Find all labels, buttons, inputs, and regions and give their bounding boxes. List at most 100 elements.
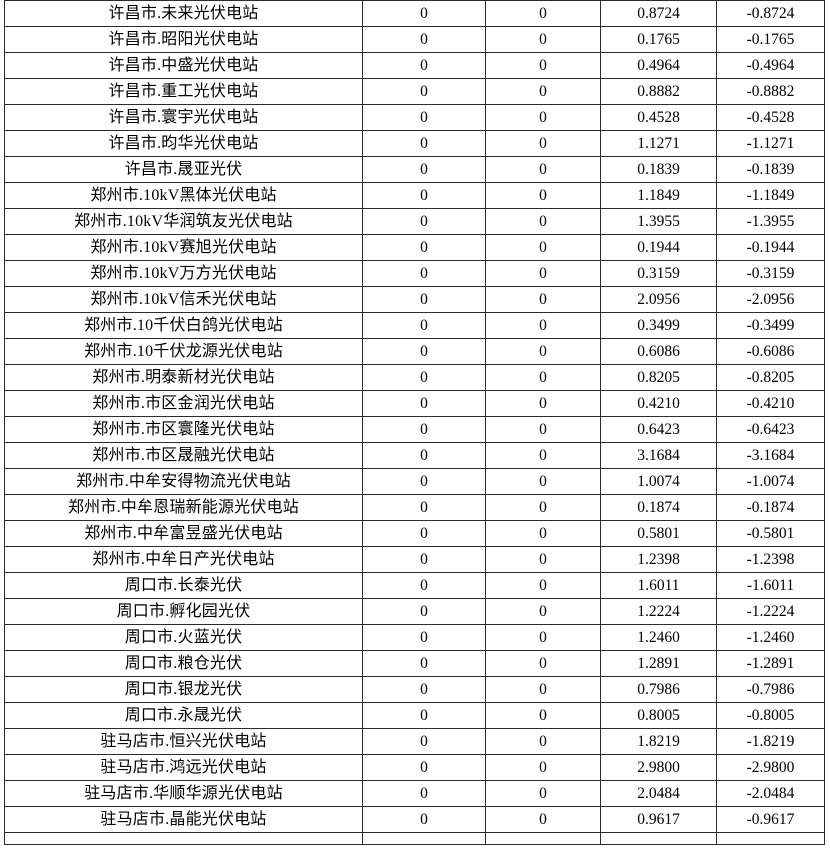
value2-cell[interactable]: 0 [485, 650, 601, 677]
value1-cell[interactable]: 0 [362, 312, 486, 339]
table-row[interactable]: 许昌市.重工光伏电站 0 0 0.8882 -0.8882 [4, 78, 825, 105]
station-name-cell[interactable]: 郑州市.10kV赛旭光伏电站 [4, 234, 363, 261]
value2-cell[interactable]: 0 [485, 286, 601, 313]
value1-cell[interactable]: 0 [362, 728, 486, 755]
value4-cell[interactable]: -0.1874 [716, 494, 825, 521]
value4-cell[interactable]: -1.3955 [716, 208, 825, 235]
value3-cell[interactable]: 2.9800 [600, 754, 717, 781]
value2-cell[interactable]: 0 [485, 494, 601, 521]
value3-cell[interactable]: 1.1849 [600, 182, 717, 209]
value4-cell[interactable]: -0.1839 [716, 156, 825, 183]
station-name-cell[interactable]: 郑州市.10千伏白鸽光伏电站 [4, 312, 363, 339]
value1-cell[interactable]: 0 [362, 286, 486, 313]
value4-cell[interactable]: -3.1684 [716, 442, 825, 469]
station-name-cell[interactable]: 周口市.粮仓光伏 [4, 650, 363, 677]
table-row[interactable]: 郑州市.10千伏龙源光伏电站 0 0 0.6086 -0.6086 [4, 338, 825, 365]
value3-cell[interactable]: 0.3159 [600, 260, 717, 287]
value1-cell[interactable]: 0 [362, 260, 486, 287]
table-row[interactable]: 驻马店市.华顺华源光伏电站 0 0 2.0484 -2.0484 [4, 780, 825, 807]
value1-cell[interactable]: 0 [362, 182, 486, 209]
station-name-cell[interactable]: 周口市.孵化园光伏 [4, 598, 363, 625]
value3-cell[interactable]: 0.3499 [600, 312, 717, 339]
value4-cell[interactable]: -0.6086 [716, 338, 825, 365]
value2-cell[interactable]: 0 [485, 624, 601, 651]
value3-cell[interactable]: 0.7986 [600, 676, 717, 703]
value1-cell[interactable] [362, 832, 486, 845]
station-name-cell[interactable]: 许昌市.昭阳光伏电站 [4, 26, 363, 53]
value4-cell[interactable]: -0.8005 [716, 702, 825, 729]
value3-cell[interactable]: 0.4964 [600, 52, 717, 79]
value4-cell[interactable]: -2.0956 [716, 286, 825, 313]
value1-cell[interactable]: 0 [362, 806, 486, 833]
value1-cell[interactable]: 0 [362, 494, 486, 521]
table-row[interactable]: 驻马店市.鸿远光伏电站 0 0 2.9800 -2.9800 [4, 754, 825, 781]
value3-cell[interactable]: 1.2891 [600, 650, 717, 677]
value4-cell[interactable]: -0.9617 [716, 806, 825, 833]
table-row[interactable]: 郑州市.10kV万方光伏电站 0 0 0.3159 -0.3159 [4, 260, 825, 287]
table-row[interactable]: 周口市.粮仓光伏 0 0 1.2891 -1.2891 [4, 650, 825, 677]
value1-cell[interactable]: 0 [362, 364, 486, 391]
value2-cell[interactable]: 0 [485, 156, 601, 183]
value4-cell[interactable]: -0.3499 [716, 312, 825, 339]
value1-cell[interactable]: 0 [362, 208, 486, 235]
value4-cell[interactable]: -1.8219 [716, 728, 825, 755]
value3-cell[interactable]: 0.8724 [600, 0, 717, 27]
table-row[interactable]: 许昌市.未来光伏电站 0 0 0.8724 -0.8724 [4, 0, 825, 27]
value1-cell[interactable]: 0 [362, 780, 486, 807]
station-name-cell[interactable]: 郑州市.市区寰隆光伏电站 [4, 416, 363, 443]
value3-cell[interactable]: 0.6086 [600, 338, 717, 365]
value2-cell[interactable]: 0 [485, 130, 601, 157]
value4-cell[interactable]: -1.2460 [716, 624, 825, 651]
value3-cell[interactable]: 1.2398 [600, 546, 717, 573]
value1-cell[interactable]: 0 [362, 78, 486, 105]
table-row[interactable]: 郑州市.中牟恩瑞新能源光伏电站 0 0 0.1874 -0.1874 [4, 494, 825, 521]
table-row[interactable]: 郑州市.10千伏白鸽光伏电站 0 0 0.3499 -0.3499 [4, 312, 825, 339]
value4-cell[interactable] [716, 832, 825, 845]
station-name-cell[interactable]: 驻马店市.恒兴光伏电站 [4, 728, 363, 755]
value4-cell[interactable]: -0.6423 [716, 416, 825, 443]
value1-cell[interactable]: 0 [362, 650, 486, 677]
station-name-cell[interactable]: 郑州市.中牟富昱盛光伏电站 [4, 520, 363, 547]
value1-cell[interactable]: 0 [362, 234, 486, 261]
table-row-partial[interactable] [4, 832, 825, 845]
station-name-cell[interactable]: 郑州市.中牟恩瑞新能源光伏电站 [4, 494, 363, 521]
station-name-cell[interactable]: 周口市.永晟光伏 [4, 702, 363, 729]
station-name-cell[interactable]: 郑州市.10kV信禾光伏电站 [4, 286, 363, 313]
value1-cell[interactable]: 0 [362, 416, 486, 443]
value1-cell[interactable]: 0 [362, 546, 486, 573]
value4-cell[interactable]: -2.9800 [716, 754, 825, 781]
value4-cell[interactable]: -0.1765 [716, 26, 825, 53]
value2-cell[interactable]: 0 [485, 312, 601, 339]
table-row[interactable]: 郑州市.市区晟融光伏电站 0 0 3.1684 -3.1684 [4, 442, 825, 469]
station-name-cell[interactable]: 郑州市.明泰新材光伏电站 [4, 364, 363, 391]
station-name-cell[interactable]: 周口市.银龙光伏 [4, 676, 363, 703]
value1-cell[interactable]: 0 [362, 26, 486, 53]
table-row[interactable]: 郑州市.市区金润光伏电站 0 0 0.4210 -0.4210 [4, 390, 825, 417]
value2-cell[interactable]: 0 [485, 702, 601, 729]
station-name-cell[interactable]: 驻马店市.晶能光伏电站 [4, 806, 363, 833]
station-name-cell[interactable]: 郑州市.市区晟融光伏电站 [4, 442, 363, 469]
value4-cell[interactable]: -0.7986 [716, 676, 825, 703]
table-row[interactable]: 周口市.永晟光伏 0 0 0.8005 -0.8005 [4, 702, 825, 729]
value4-cell[interactable]: -0.4964 [716, 52, 825, 79]
table-row[interactable]: 许昌市.晟亚光伏 0 0 0.1839 -0.1839 [4, 156, 825, 183]
station-name-cell[interactable]: 驻马店市.华顺华源光伏电站 [4, 780, 363, 807]
value3-cell[interactable]: 0.9617 [600, 806, 717, 833]
value3-cell[interactable]: 0.4210 [600, 390, 717, 417]
station-name-cell[interactable] [4, 832, 363, 845]
value4-cell[interactable]: -0.8205 [716, 364, 825, 391]
value4-cell[interactable]: -1.2891 [716, 650, 825, 677]
table-row[interactable]: 周口市.火蓝光伏 0 0 1.2460 -1.2460 [4, 624, 825, 651]
table-row[interactable]: 郑州市.中牟富昱盛光伏电站 0 0 0.5801 -0.5801 [4, 520, 825, 547]
value2-cell[interactable]: 0 [485, 572, 601, 599]
table-row[interactable]: 郑州市.10kV赛旭光伏电站 0 0 0.1944 -0.1944 [4, 234, 825, 261]
value1-cell[interactable]: 0 [362, 676, 486, 703]
value2-cell[interactable] [485, 832, 601, 845]
table-row[interactable]: 许昌市.昭阳光伏电站 0 0 0.1765 -0.1765 [4, 26, 825, 53]
station-name-cell[interactable]: 许昌市.寰宇光伏电站 [4, 104, 363, 131]
value2-cell[interactable]: 0 [485, 260, 601, 287]
station-name-cell[interactable]: 许昌市.昀华光伏电站 [4, 130, 363, 157]
value3-cell[interactable] [600, 832, 717, 845]
value2-cell[interactable]: 0 [485, 676, 601, 703]
value1-cell[interactable]: 0 [362, 624, 486, 651]
